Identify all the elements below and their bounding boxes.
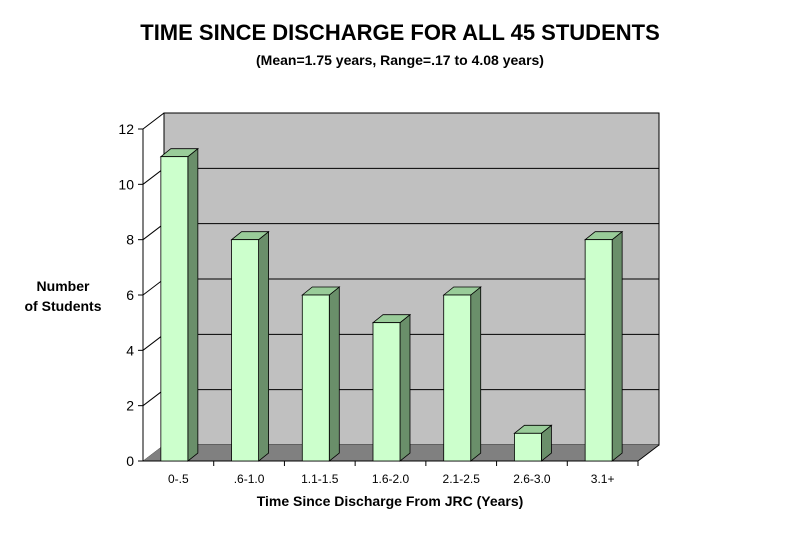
bar <box>443 294 472 462</box>
bar <box>160 156 189 462</box>
x-tick-label: 1.6-2.0 <box>372 472 410 486</box>
x-tick-label: 2.6-3.0 <box>513 472 551 486</box>
x-tick-label: .6-1.0 <box>234 472 265 486</box>
bar <box>301 294 330 462</box>
y-tick-label: 12 <box>118 121 134 137</box>
x-axis-end <box>637 444 660 462</box>
y-tick-label: 6 <box>126 287 134 303</box>
y-axis-label: Number of Students <box>14 276 112 316</box>
x-tick-label: 2.1-2.5 <box>443 472 481 486</box>
bar-side <box>328 286 340 462</box>
bar <box>231 239 259 462</box>
y-tick-label: 8 <box>126 232 134 248</box>
y-axis-label-line-1: Number <box>36 278 90 294</box>
bar <box>514 432 542 462</box>
chart-subtitle: (Mean=1.75 years, Range=.17 to 4.08 year… <box>256 52 544 68</box>
bar <box>584 239 613 462</box>
y-axis-label-line-2: of Students <box>24 298 102 314</box>
bar-side <box>258 230 269 462</box>
x-tick-label: 0-.5 <box>168 472 189 486</box>
bar-side <box>187 147 199 462</box>
bar-side <box>611 230 623 462</box>
chart-title: TIME SINCE DISCHARGE FOR ALL 45 STUDENTS <box>140 20 660 45</box>
y-tick-label: 2 <box>126 398 134 414</box>
x-axis-label: Time Since Discharge From JRC (Years) <box>256 493 524 509</box>
y-tick-label: 10 <box>118 176 134 192</box>
bar-side <box>470 286 482 462</box>
bar <box>372 322 401 462</box>
x-tick-label: 3.1+ <box>591 472 615 486</box>
bar-side <box>399 313 411 462</box>
y-tick-label: 0 <box>126 453 134 469</box>
gridline-diagonal <box>142 112 165 130</box>
x-tick-label: 1.1-1.5 <box>301 472 339 486</box>
y-tick-label: 4 <box>126 342 134 358</box>
